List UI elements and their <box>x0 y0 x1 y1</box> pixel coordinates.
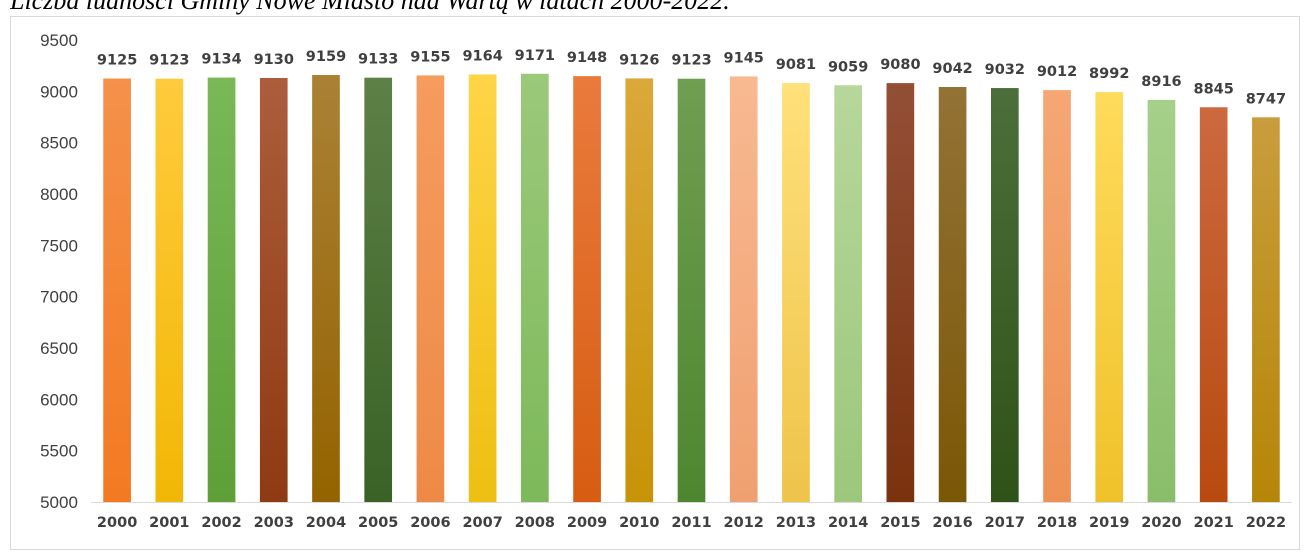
bar-2019 <box>1095 92 1124 503</box>
data-labels: 9125 9123 9134 9130 9159 9133 9155 9164 9171 9148… <box>97 48 1286 108</box>
bar-2003 <box>259 77 288 503</box>
data-label-2008: 9171 <box>515 48 555 64</box>
x-tick-label-2015: 2015 <box>880 515 920 531</box>
data-label-2007: 9164 <box>462 49 502 65</box>
bar-2006 <box>416 75 445 503</box>
data-label-2004: 9159 <box>306 49 346 65</box>
x-tick-label-2011: 2011 <box>671 515 711 531</box>
x-tick-label-2003: 2003 <box>254 515 294 531</box>
data-label-2002: 9134 <box>201 52 241 68</box>
chart-caption: Liczba ludności Gminy Nowe Miasto nad Wa… <box>10 0 730 15</box>
bar-2015 <box>886 83 915 503</box>
bar-2008 <box>521 73 549 502</box>
data-label-2003: 9130 <box>254 52 294 68</box>
bar-2004 <box>312 75 340 502</box>
y-tick-label: 5000 <box>40 493 78 512</box>
x-tick-label-2012: 2012 <box>724 515 764 531</box>
bar-2014 <box>834 85 862 502</box>
data-label-2013: 9081 <box>776 57 816 73</box>
y-axis: 5000 5500 6000 6500 7000 7500 8000 8500 9000 9500 <box>40 31 78 512</box>
bar-2016 <box>938 87 967 503</box>
bar-2002 <box>207 77 236 502</box>
data-label-2019: 8992 <box>1089 66 1129 82</box>
x-tick-label-2017: 2017 <box>985 515 1025 531</box>
data-label-2009: 9148 <box>567 50 607 66</box>
data-label-2006: 9155 <box>410 49 450 65</box>
bar-2007 <box>468 74 497 502</box>
data-label-2016: 9042 <box>932 61 972 77</box>
x-tick-label-2007: 2007 <box>462 515 502 531</box>
data-label-2020: 8916 <box>1141 74 1181 90</box>
x-tick-label-2001: 2001 <box>149 515 189 531</box>
bars <box>103 73 1280 503</box>
x-tick-label-2022: 2022 <box>1246 515 1286 531</box>
data-label-2015: 9080 <box>880 57 920 73</box>
bar-2011 <box>677 78 706 503</box>
data-label-2014: 9059 <box>828 59 868 75</box>
y-tick-label: 5500 <box>40 442 78 461</box>
bar-2005 <box>364 77 393 503</box>
y-tick-label: 6000 <box>40 390 78 409</box>
bar-chart: 5000 5500 6000 6500 7000 7500 8000 8500 9000 9500… <box>40 31 1292 531</box>
bar-2017 <box>990 88 1019 503</box>
x-tick-label-2014: 2014 <box>828 515 868 531</box>
data-label-2022: 8747 <box>1246 91 1286 107</box>
x-tick-label-2005: 2005 <box>358 515 398 531</box>
x-tick-label-2019: 2019 <box>1089 515 1129 531</box>
bar-2012 <box>729 76 758 502</box>
x-tick-label-2002: 2002 <box>201 515 241 531</box>
x-tick-label-2009: 2009 <box>567 515 607 531</box>
y-tick-label: 7500 <box>40 236 78 255</box>
x-tick-label-2000: 2000 <box>97 515 137 531</box>
x-tick-label-2004: 2004 <box>306 515 346 531</box>
x-tick-label-2008: 2008 <box>515 515 555 531</box>
y-tick-label: 9000 <box>40 82 78 101</box>
bar-2021 <box>1199 107 1228 502</box>
y-tick-label: 9500 <box>40 31 78 50</box>
x-tick-label-2010: 2010 <box>619 515 659 531</box>
x-tick-label-2021: 2021 <box>1193 515 1233 531</box>
x-tick-label-2018: 2018 <box>1037 515 1077 531</box>
bar-2022 <box>1252 117 1280 502</box>
bar-2001 <box>155 78 184 503</box>
y-tick-label: 7000 <box>40 288 78 307</box>
data-label-2018: 9012 <box>1037 64 1077 80</box>
data-label-2011: 9123 <box>671 53 711 69</box>
bar-2018 <box>1043 90 1071 502</box>
y-tick-label: 6500 <box>40 339 78 358</box>
data-label-2000: 9125 <box>97 53 137 69</box>
x-axis: 2000 2001 2002 2003 2004 2005 2006 2007 2008 2009… <box>97 515 1286 531</box>
data-label-2010: 9126 <box>619 52 659 68</box>
bar-2010 <box>625 78 654 503</box>
data-label-2021: 8845 <box>1193 81 1233 97</box>
data-label-2005: 9133 <box>358 52 398 68</box>
bar-2013 <box>782 83 810 503</box>
x-tick-label-2013: 2013 <box>776 515 816 531</box>
data-label-2017: 9032 <box>985 62 1025 78</box>
y-tick-label: 8500 <box>40 134 78 153</box>
chart-frame: 5000 5500 6000 6500 7000 7500 8000 8500 9000 9500… <box>10 16 1300 550</box>
y-tick-label: 8000 <box>40 185 78 204</box>
x-tick-label-2006: 2006 <box>410 515 450 531</box>
x-tick-label-2020: 2020 <box>1141 515 1181 531</box>
bar-2000 <box>103 78 131 502</box>
bar-2009 <box>573 76 601 502</box>
bar-2020 <box>1147 99 1176 503</box>
data-label-2001: 9123 <box>149 53 189 69</box>
x-tick-label-2016: 2016 <box>932 515 972 531</box>
data-label-2012: 9145 <box>724 50 764 66</box>
